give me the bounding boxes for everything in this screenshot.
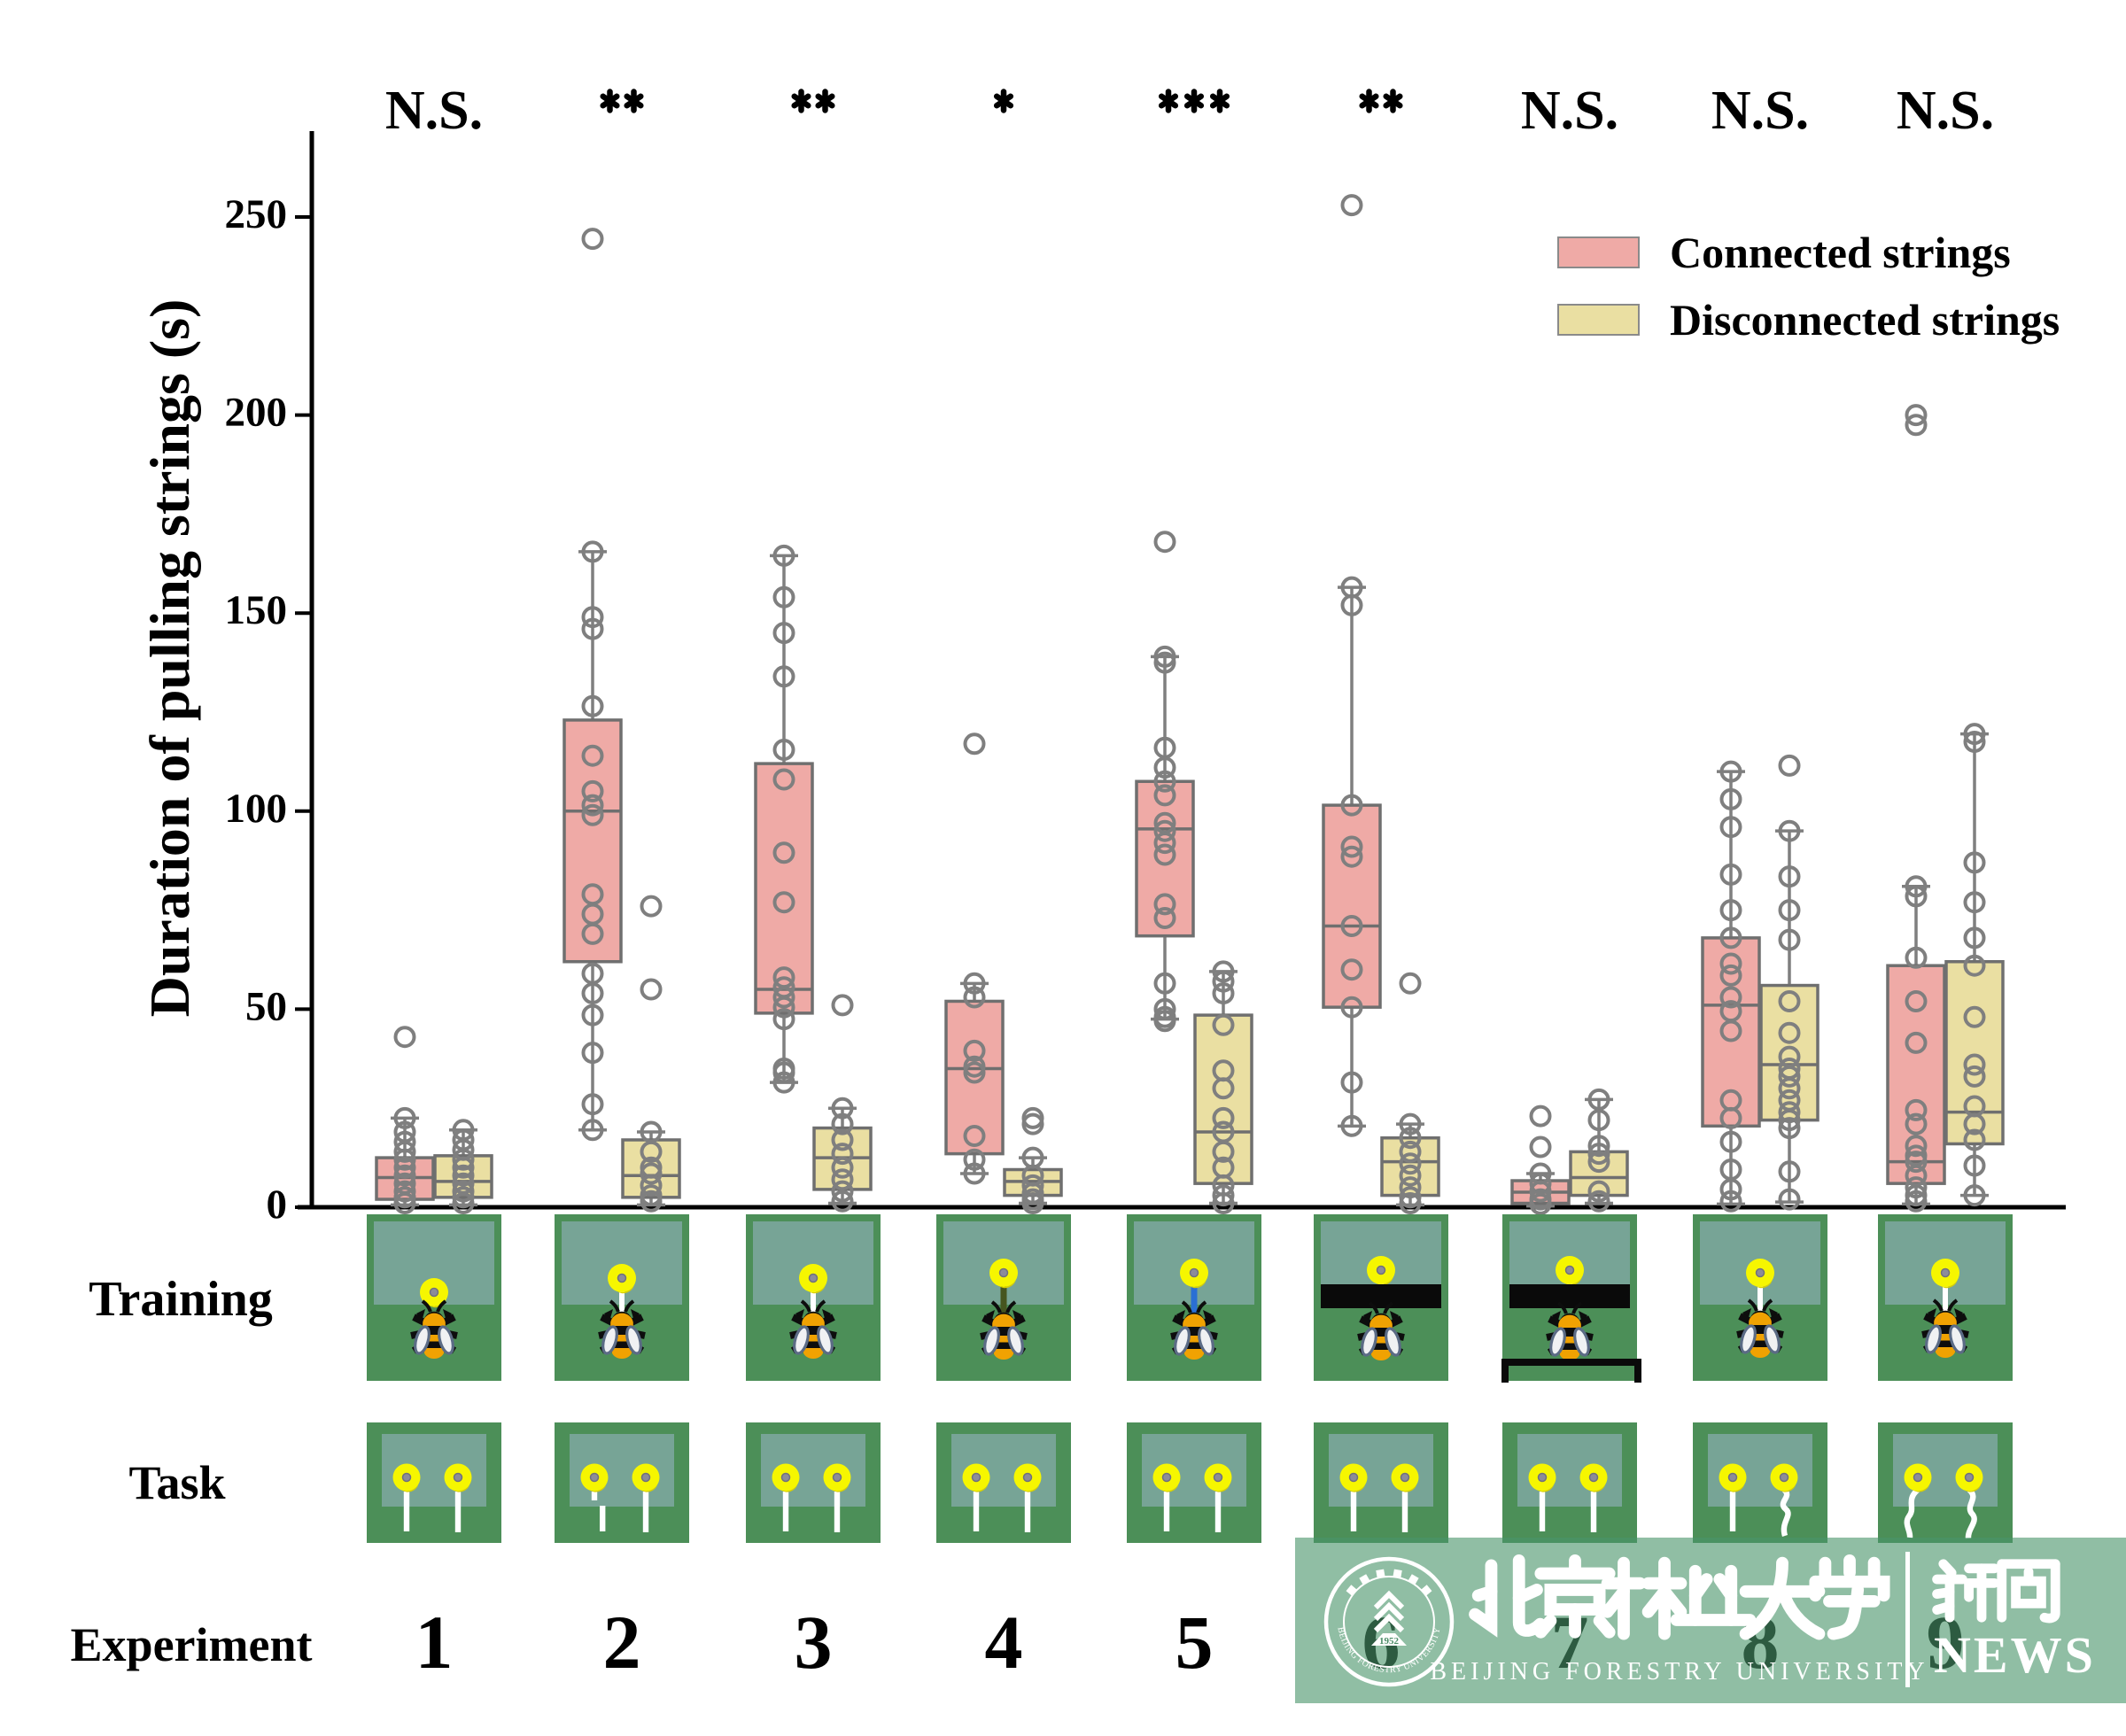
svg-text:Training: Training [89, 1272, 272, 1327]
svg-text:N.S.: N.S. [1711, 81, 1809, 141]
svg-text:0: 0 [267, 1182, 288, 1228]
svg-text:50: 50 [245, 983, 287, 1029]
svg-text:Disconnected strings: Disconnected strings [1670, 295, 2060, 345]
svg-text:100: 100 [225, 786, 288, 832]
svg-text:Duration of pulling strings (s: Duration of pulling strings (s) [138, 299, 201, 1018]
svg-text:2: 2 [603, 1600, 641, 1685]
svg-text:Experiment: Experiment [71, 1618, 313, 1671]
svg-text:N.S.: N.S. [385, 81, 483, 141]
svg-text:4: 4 [985, 1600, 1023, 1685]
svg-text:3: 3 [795, 1600, 833, 1685]
svg-text:1952: 1952 [1379, 1636, 1400, 1647]
svg-text:NEWS: NEWS [1934, 1626, 2096, 1684]
svg-text:250: 250 [225, 191, 288, 237]
svg-text:N.S.: N.S. [1897, 81, 1994, 141]
svg-text:Connected strings: Connected strings [1670, 228, 2011, 277]
svg-text:N.S.: N.S. [1521, 81, 1618, 141]
svg-text:5: 5 [1176, 1600, 1214, 1685]
svg-text:150: 150 [225, 587, 288, 633]
svg-text:200: 200 [225, 390, 288, 436]
svg-text:BEIJING FORESTRY UNIVERSITY: BEIJING FORESTRY UNIVERSITY [1430, 1658, 1928, 1686]
svg-text:Task: Task [128, 1456, 225, 1509]
svg-text:1: 1 [415, 1600, 454, 1685]
